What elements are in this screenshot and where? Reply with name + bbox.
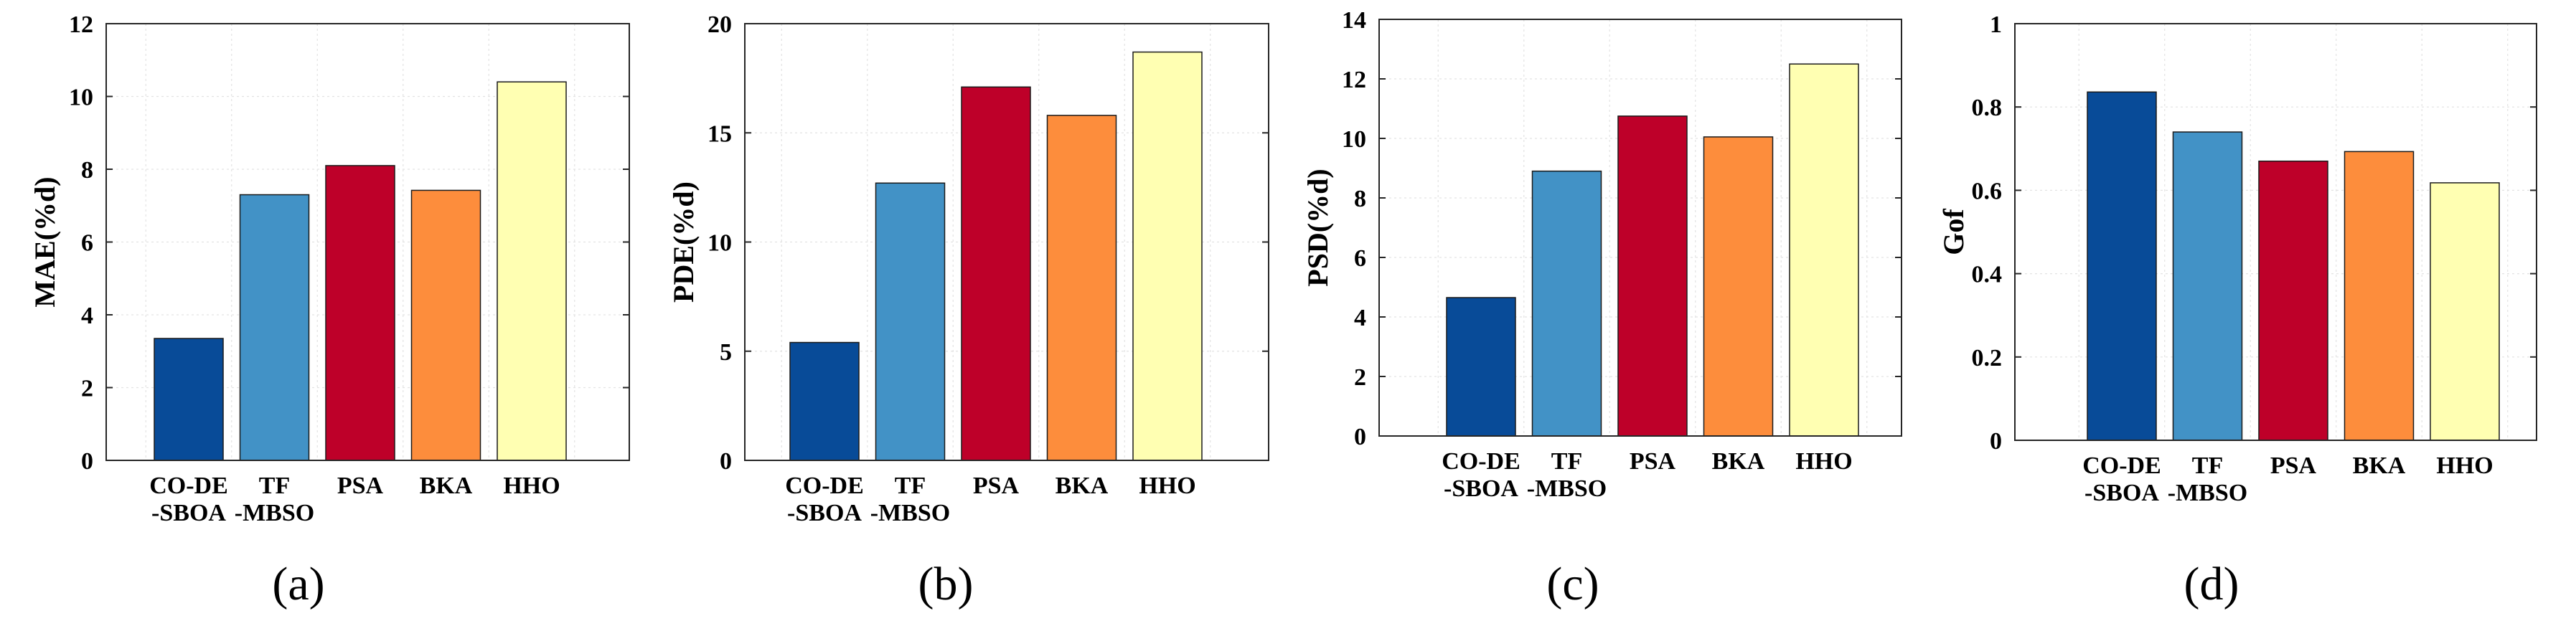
- bar-bka: [1046, 115, 1117, 461]
- x-tick-label: -MBSO: [2168, 480, 2247, 506]
- y-tick-label: 2: [81, 376, 93, 402]
- y-tick-label: 10: [1342, 126, 1366, 153]
- bar-co-de-sboa: [1446, 297, 1516, 437]
- bar-tf-mbso: [875, 182, 946, 461]
- x-tick-label: BKA: [420, 473, 473, 499]
- y-tick-label: 0: [1354, 424, 1366, 450]
- x-tick-label: HHO: [503, 473, 560, 499]
- x-tick-label: BKA: [2353, 452, 2406, 479]
- bar-hho: [1789, 63, 1859, 437]
- bar-bka: [2344, 151, 2415, 441]
- y-tick-label: 5: [720, 339, 732, 366]
- x-tick-label: BKA: [1056, 473, 1109, 499]
- chart-panel-1: 0 2 4 6 8 10 12 CO-DE-SBOA TF-MBSO PSA BKA HHO MAE(%…: [29, 11, 630, 610]
- bar-co-de-sboa: [789, 341, 860, 461]
- y-tick-label: 0: [81, 448, 93, 475]
- y-tick-label: 0.4: [1972, 262, 2003, 288]
- y-tick-label: 0: [1990, 428, 2002, 455]
- y-tick-label: 15: [708, 120, 732, 147]
- x-tick-label: -MBSO: [1527, 475, 1607, 502]
- x-tick-label: CO-DE: [2082, 452, 2161, 479]
- x-tick-label: TF: [1551, 448, 1582, 475]
- y-tick-label: 14: [1342, 7, 1366, 34]
- y-tick-label: 0.2: [1972, 345, 2003, 371]
- bar-psa: [961, 86, 1031, 461]
- x-tick-label: BKA: [1712, 448, 1765, 475]
- bar-bka: [1703, 136, 1774, 437]
- bar-psa: [2258, 160, 2328, 441]
- y-tick-label: 12: [1342, 67, 1366, 93]
- bar-psa: [325, 165, 395, 461]
- y-tick-label: 6: [81, 230, 93, 257]
- bar-hho: [1132, 51, 1203, 461]
- x-tick-label: PSA: [973, 473, 1020, 499]
- y-tick-label: 2: [1354, 364, 1366, 391]
- y-axis-label: PSD(%d): [1302, 169, 1334, 286]
- x-tick-label: -SBOA: [787, 500, 862, 526]
- y-axis-label: Gof: [1937, 209, 1970, 255]
- x-tick-label: PSA: [2270, 452, 2317, 479]
- bar-psa: [1617, 115, 1688, 437]
- y-axis-label: PDE(%d): [667, 181, 700, 303]
- y-tick-label: 10: [708, 230, 732, 257]
- x-tick-label: -SBOA: [151, 500, 226, 526]
- bar-co-de-sboa: [154, 338, 224, 461]
- x-tick-label: HHO: [1139, 473, 1195, 499]
- y-tick-label: 8: [81, 157, 93, 184]
- bar-hho: [497, 81, 567, 461]
- bar-co-de-sboa: [2087, 91, 2157, 441]
- x-tick-label: -SBOA: [2084, 480, 2159, 506]
- y-tick-label: 4: [81, 303, 93, 329]
- y-axis-label: MAE(%d): [29, 176, 61, 307]
- bar-tf-mbso: [2172, 131, 2243, 441]
- x-tick-label: -MBSO: [235, 500, 314, 526]
- x-tick-label: TF: [895, 473, 926, 499]
- y-tick-label: 1: [1990, 11, 2002, 38]
- x-tick-label: CO-DE: [1442, 448, 1520, 475]
- x-tick-label: CO-DE: [785, 473, 864, 499]
- x-tick-label: -MBSO: [870, 500, 950, 526]
- panel-label: (d): [2184, 558, 2239, 610]
- panel-label: (a): [272, 558, 324, 610]
- panel-label: (b): [918, 558, 974, 610]
- y-tick-label: 12: [69, 11, 93, 38]
- chart-panel-2: 0 5 10 15 20 CO-DE-SBOA TF-MBSO PSA BKA HHO PDE(%d…: [667, 11, 1269, 610]
- y-tick-label: 0.6: [1972, 178, 2003, 204]
- y-tick-label: 10: [69, 85, 93, 111]
- bar-hho: [2430, 182, 2500, 441]
- x-tick-label: PSA: [337, 473, 384, 499]
- bar-tf-mbso: [1531, 170, 1602, 437]
- x-tick-label: HHO: [2436, 452, 2493, 479]
- x-tick-label: PSA: [1630, 448, 1676, 475]
- panel-label: (c): [1546, 558, 1599, 610]
- y-tick-label: 20: [708, 11, 732, 38]
- axes-box: [2014, 23, 2537, 441]
- y-tick-label: 8: [1354, 186, 1366, 212]
- x-tick-label: HHO: [1795, 448, 1852, 475]
- y-tick-label: 0: [720, 448, 732, 475]
- x-tick-label: TF: [259, 473, 290, 499]
- y-tick-label: 6: [1354, 245, 1366, 272]
- x-tick-label: -SBOA: [1444, 475, 1518, 502]
- axes-box: [1378, 19, 1902, 437]
- y-tick-label: 4: [1354, 305, 1366, 331]
- chart-panel-3: 0 2 4 6 8 10 12 14 CO-DE-SBOA TF-MBSO PSA BKA HHO PSD…: [1302, 7, 1902, 610]
- x-tick-label: TF: [2192, 452, 2223, 479]
- bar-bka: [410, 189, 481, 461]
- y-tick-label: 0.8: [1972, 95, 2003, 121]
- chart-panel-4: 0 0.2 0.4 0.6 0.8 1 CO-DE-SBOA TF-MBSO PSA BKA HHO…: [1937, 11, 2537, 610]
- bar-tf-mbso: [239, 194, 310, 461]
- x-tick-label: CO-DE: [149, 473, 228, 499]
